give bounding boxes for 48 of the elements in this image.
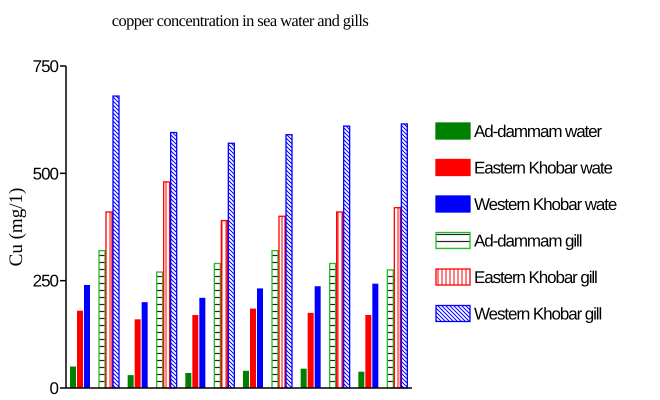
bar bbox=[308, 312, 314, 388]
legend-label: Ad-dammam water bbox=[474, 122, 603, 141]
bar bbox=[358, 372, 364, 388]
bar bbox=[220, 220, 228, 389]
bar bbox=[214, 262, 221, 389]
legend-label: Ad-dammam gill bbox=[474, 231, 582, 250]
bar bbox=[400, 123, 408, 389]
bar bbox=[142, 302, 148, 388]
bar bbox=[128, 375, 134, 388]
bar bbox=[185, 372, 192, 388]
bar bbox=[314, 286, 321, 388]
bar bbox=[271, 250, 279, 389]
bar bbox=[98, 250, 106, 389]
bar bbox=[336, 211, 344, 389]
bar bbox=[156, 271, 164, 389]
bar bbox=[192, 315, 198, 388]
bar bbox=[257, 288, 263, 388]
legend-label: Western Khobar wate bbox=[474, 194, 617, 214]
bar bbox=[329, 262, 336, 389]
bar bbox=[278, 216, 286, 389]
legend-label: Western Khobar gill bbox=[474, 304, 602, 324]
y-tick-label: 750 bbox=[32, 56, 59, 76]
legend-label: Eastern Khobar gill bbox=[474, 268, 598, 287]
bar bbox=[170, 132, 178, 389]
bar bbox=[163, 181, 170, 389]
bar bbox=[250, 308, 256, 388]
chart-title: copper concentration in sea water and gills bbox=[112, 11, 368, 30]
bar bbox=[243, 370, 249, 388]
y-axis-title: Cu (mg/1) bbox=[6, 188, 27, 266]
y-tick-label: 500 bbox=[32, 164, 59, 184]
bar bbox=[300, 368, 307, 388]
bar bbox=[70, 366, 76, 388]
bar bbox=[105, 211, 113, 389]
bar bbox=[285, 134, 293, 389]
bar bbox=[228, 142, 235, 389]
bar bbox=[372, 284, 378, 388]
bar bbox=[386, 269, 394, 389]
legend-label: Eastern Khobar wate bbox=[474, 158, 613, 178]
bar bbox=[365, 315, 372, 388]
y-tick-label: 0 bbox=[50, 378, 59, 398]
bar bbox=[199, 298, 206, 388]
bar bbox=[112, 95, 120, 389]
bar bbox=[134, 319, 141, 388]
bar bbox=[77, 310, 83, 388]
bar bbox=[84, 284, 90, 388]
y-tick-label: 250 bbox=[32, 272, 59, 291]
bar bbox=[394, 207, 401, 389]
bar bbox=[343, 125, 350, 389]
